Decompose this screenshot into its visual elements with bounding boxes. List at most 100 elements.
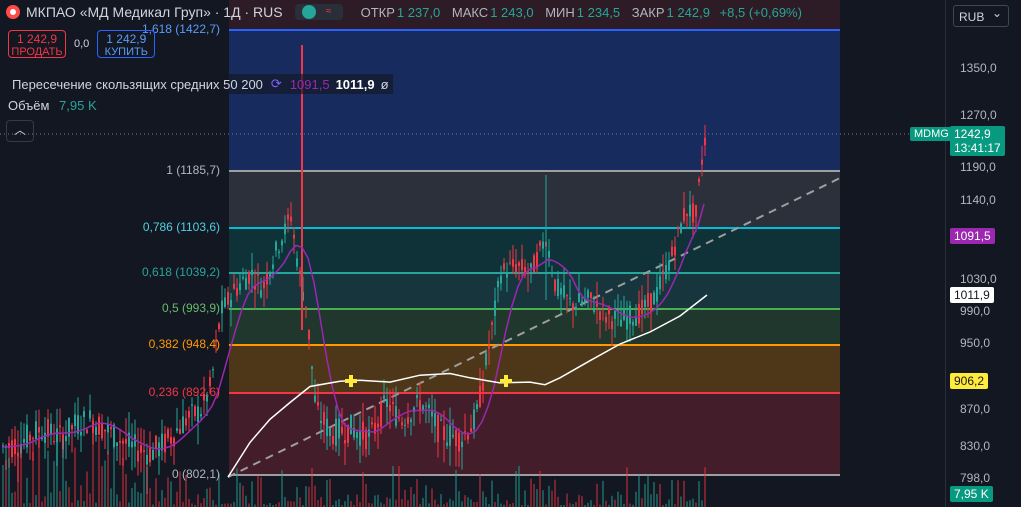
volume-bar	[512, 502, 514, 507]
candle-body	[638, 303, 640, 324]
candle-body	[281, 240, 283, 246]
candle-body	[647, 293, 649, 307]
collapse-legend-button[interactable]: ︿	[6, 120, 34, 142]
price-axis[interactable]: 1350,0 1270,0 1190,0 1140,0 1030,0 990,0 950,0…	[945, 0, 1021, 507]
volume-legend[interactable]: Объём 7,95 K	[8, 98, 97, 113]
spread-value: 0,0	[74, 38, 90, 50]
volume-bar	[572, 504, 574, 507]
volume-bar	[599, 504, 601, 507]
candle-body	[59, 425, 61, 428]
volume-bar	[608, 504, 610, 507]
volume-bar	[587, 502, 589, 507]
volume-bar	[410, 487, 412, 507]
symbol-tag: MDMG	[910, 127, 953, 141]
volume-bar	[335, 500, 337, 507]
volume-bar	[350, 501, 352, 507]
volume-bar	[521, 504, 523, 507]
candle-body	[527, 271, 529, 273]
candle-body	[209, 377, 211, 387]
volume-bar	[431, 488, 433, 507]
volume-bar	[29, 503, 31, 507]
volume-bar	[233, 501, 235, 507]
candle-body	[74, 414, 76, 427]
volume-bar	[155, 478, 157, 507]
candle-body	[212, 369, 214, 371]
candle-body	[305, 306, 307, 310]
symbol-title[interactable]: МКПАО «МД Медикал Груп» · 1Д · RUS	[26, 4, 283, 20]
volume-bar	[41, 501, 43, 507]
candle-body	[677, 227, 679, 230]
candle-body	[542, 241, 544, 249]
volume-bar	[107, 451, 109, 507]
candle-body	[551, 272, 553, 274]
volume-bar	[560, 504, 562, 507]
volume-bar	[101, 466, 103, 507]
refresh-icon[interactable]: ⟳	[270, 76, 282, 91]
volume-bar	[293, 501, 295, 507]
candle-body	[17, 452, 19, 457]
volume-bar	[20, 445, 22, 507]
candle-body	[176, 428, 178, 431]
candle-body	[644, 299, 646, 308]
candle-body	[80, 431, 82, 436]
volume-bar	[143, 470, 145, 507]
fib-level-label: 0,236 (892,6)	[148, 385, 220, 399]
volume-bar	[167, 477, 169, 507]
currency-select[interactable]: RUB	[953, 2, 1009, 27]
volume-bar	[398, 465, 400, 507]
candle-body	[20, 443, 22, 454]
price-tag: 7,95 K	[950, 486, 993, 502]
price-tick: 1350,0	[960, 61, 997, 75]
candle-body	[695, 205, 697, 217]
candle-body	[572, 303, 574, 311]
volume-bar	[425, 485, 427, 507]
volume-bar	[635, 491, 637, 507]
volume-bar	[578, 494, 580, 507]
candle-body	[596, 301, 598, 307]
chart-area[interactable]: 1,618 (1422,7) 1 (1185,7) 0,786 (1103,6) 0,…	[0, 0, 945, 507]
candle-body	[221, 300, 223, 314]
candle-body	[413, 407, 415, 413]
candle-body	[530, 263, 532, 268]
volume-bar	[14, 491, 16, 507]
volume-bar	[548, 485, 550, 507]
candle-body	[371, 422, 373, 425]
equals-icon[interactable]: ≈	[325, 6, 332, 17]
candle-body	[488, 346, 490, 349]
price-chart[interactable]	[0, 0, 945, 507]
buy-button[interactable]: 1 242,9 КУПИТЬ	[97, 30, 156, 58]
candle-body	[449, 425, 451, 446]
volume-bar	[314, 485, 316, 507]
volume-bar	[380, 502, 382, 507]
candle-body	[476, 404, 478, 409]
candle-body	[632, 321, 634, 326]
volume-bar	[449, 498, 451, 507]
candle-body	[29, 434, 31, 441]
volume-bar	[224, 503, 226, 507]
volume-bar	[455, 469, 457, 507]
candle-body	[293, 234, 295, 239]
candle-body	[383, 395, 385, 400]
sell-button[interactable]: 1 242,9 ПРОДАТЬ	[8, 30, 66, 58]
volume-bar	[665, 503, 667, 507]
volume-bar	[317, 500, 319, 507]
ma-cross-indicator-legend[interactable]: Пересечение скользящих средних 50 200 ⟳ …	[8, 74, 393, 94]
candle-body	[416, 395, 418, 398]
ticker-status-icon[interactable]	[301, 5, 316, 19]
candle-body	[167, 429, 169, 439]
candle-body	[686, 213, 688, 216]
volume-bar	[371, 503, 373, 507]
volume-bar	[122, 457, 124, 507]
candle-body	[374, 423, 376, 434]
candle-body	[392, 401, 394, 404]
volume-bar	[518, 466, 520, 507]
cross-value: ø	[380, 76, 389, 92]
volume-bar	[413, 494, 415, 507]
price-tag: 1242,9 13:41:17	[950, 126, 1005, 156]
volume-bar	[653, 482, 655, 507]
candle-body	[317, 401, 319, 406]
volume-bar	[452, 500, 454, 507]
volume-bar	[470, 499, 472, 507]
buy-label: КУПИТЬ	[104, 46, 148, 58]
candle-body	[203, 393, 205, 401]
